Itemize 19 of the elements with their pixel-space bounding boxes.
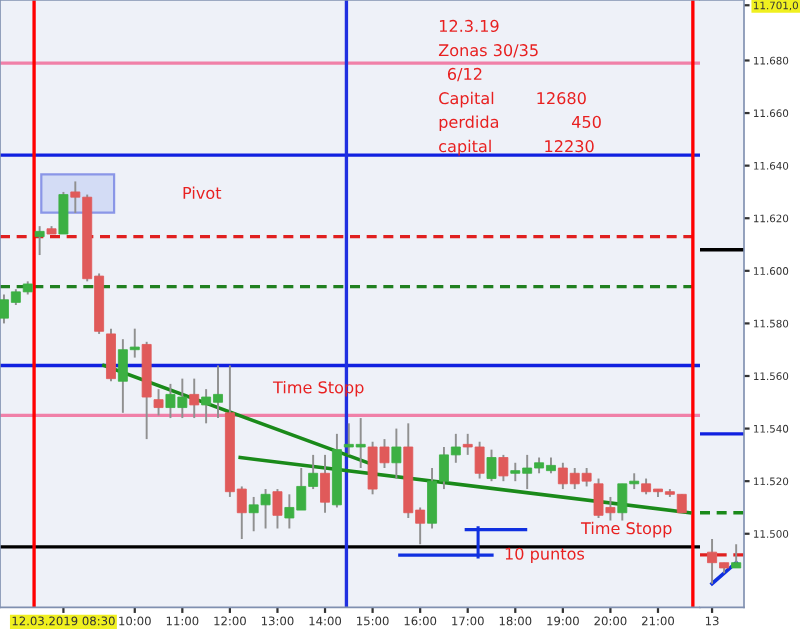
annotation: 12.3.19 [439,19,499,33]
candlestick [34,225,45,257]
candlestick [486,448,497,483]
annotation: Capital 12680 [439,91,586,108]
annotation: 10 puntos [505,547,585,563]
annotation: Zonas 30/35 [438,44,538,58]
candlestick [153,388,164,417]
annotation: Time Stopp [580,521,672,538]
candlestick [58,190,69,235]
candlestick [272,488,283,530]
annotation: 6/12 [447,67,482,82]
annotation: capital 12230 [439,139,594,156]
candlestick [189,377,200,420]
annotation: perdida 450 [439,115,601,132]
candlestick [320,453,330,514]
candlestick [106,327,116,383]
annotation: Pivot [183,186,222,200]
candlestick [391,427,402,480]
candlestick [498,453,509,483]
